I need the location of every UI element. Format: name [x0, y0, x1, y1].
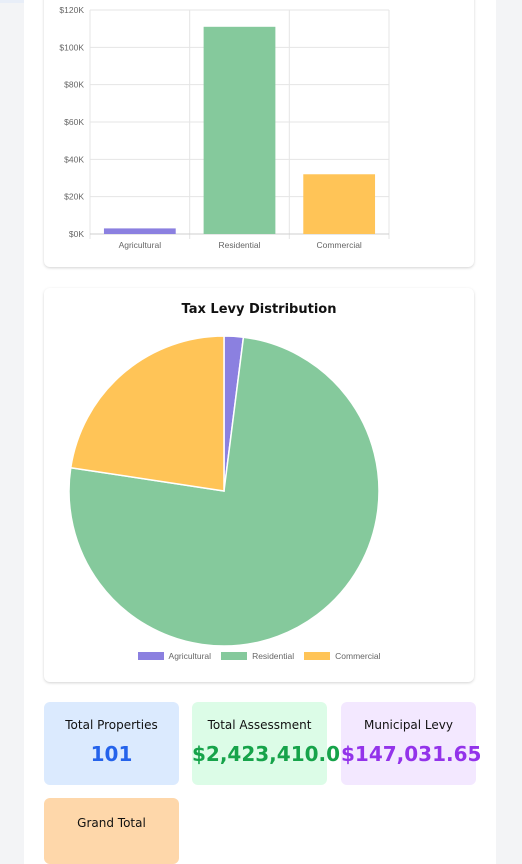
page-gutter — [496, 0, 522, 864]
total-properties-label: Total Properties — [65, 718, 158, 732]
y-tick-label: $40K — [64, 154, 84, 164]
legend-label: Residential — [252, 651, 295, 661]
municipal-levy-label: Municipal Levy — [363, 718, 453, 732]
pie-chart-title: Tax Levy Distribution — [181, 302, 337, 317]
tax-levy-pie-card: Tax Levy Distribution Agricultural Reside… — [44, 288, 474, 682]
y-tick-label: $80K — [64, 80, 84, 90]
pie-legend: Agricultural Residential Commercial — [44, 651, 474, 661]
grand-total-card: Grand Total — [44, 798, 179, 864]
legend-swatch — [221, 652, 248, 660]
total-properties-value: 101 — [90, 742, 133, 766]
legend-swatch — [304, 652, 331, 660]
assessment-bar-chart: $0K $20K $40K $60K $80K $100K $120K Agricultura… — [59, 5, 390, 250]
x-tick-label: Commercial — [316, 240, 361, 250]
y-tick-label: $120K — [59, 5, 84, 15]
y-tick-label: $60K — [64, 117, 84, 127]
tax-levy-pie-chart — [68, 335, 380, 647]
assessment-bar-chart-card: $0K $20K $40K $60K $80K $100K $120K Agricultura… — [44, 0, 474, 267]
x-tick-label: Agricultural — [119, 240, 162, 250]
y-tick-label: $20K — [64, 192, 84, 202]
total-assessment-label: Total Assessment — [207, 718, 312, 732]
bar-agricultural[interactable] — [103, 228, 176, 234]
bar-residential[interactable] — [203, 26, 276, 234]
legend-item-residential[interactable]: Residential — [221, 651, 294, 661]
total-assessment-value: $2,423,410.00 — [192, 742, 354, 766]
total-properties-card: Total Properties 101 — [44, 702, 179, 785]
total-assessment-card: Total Assessment $2,423,410.00 — [192, 702, 354, 785]
grand-total-label: Grand Total — [77, 816, 146, 830]
legend-item-agricultural[interactable]: Agricultural — [137, 651, 212, 661]
municipal-levy-card: Municipal Levy $147,031.65 — [341, 702, 482, 785]
report-page: $0K $20K $40K $60K $80K $100K $120K Agricultura… — [24, 0, 496, 864]
legend-swatch — [137, 652, 164, 660]
x-tick-label: Residential — [218, 240, 260, 250]
legend-item-commercial[interactable]: Commercial — [304, 651, 380, 661]
slice-commercial[interactable] — [69, 335, 225, 492]
municipal-levy-value: $147,031.65 — [341, 742, 482, 766]
legend-label: Agricultural — [168, 651, 212, 661]
bar-commercial[interactable] — [303, 174, 376, 234]
y-tick-label: $100K — [59, 42, 84, 52]
legend-label: Commercial — [335, 651, 381, 661]
y-tick-label: $0K — [69, 229, 84, 239]
